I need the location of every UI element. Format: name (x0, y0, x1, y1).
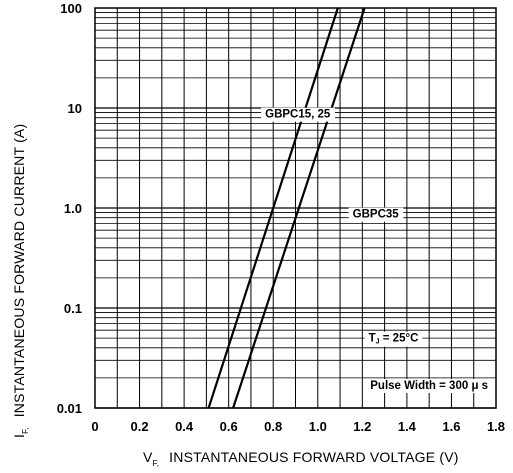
annotations: GBPC15, 25 GBPC35 TJ = 25°C Pulse Width = 3… (261, 107, 493, 393)
y-axis-label: IF,INSTANTANEOUS FORWARD CURRENT (A) (11, 124, 30, 438)
annotation-background (261, 107, 335, 122)
x-tick-label: 1.2 (353, 419, 371, 434)
plot-frame (94, 7, 497, 409)
annotation: GBPC35 (348, 207, 404, 222)
x-tick-label: 0 (91, 419, 98, 434)
annotation-background (366, 378, 493, 393)
x-tick-label: 0.6 (220, 419, 238, 434)
x-tick-label: 0.2 (131, 419, 149, 434)
x-tick-label: 1.4 (398, 419, 417, 434)
x-tick-label: 0.8 (264, 419, 282, 434)
x-tick-label: 0.4 (175, 419, 194, 434)
x-tick-label: 1.8 (487, 419, 505, 434)
x-axis-label: VF, INSTANTANEOUS FORWARD VOLTAGE (V) (143, 449, 459, 468)
x-tick-label: 1.0 (309, 419, 327, 434)
series-lines (207, 7, 366, 409)
annotation-background (348, 207, 404, 222)
y-tick-label: 0.01 (57, 401, 82, 416)
y-tick-label: 100 (60, 1, 82, 16)
grid (94, 8, 497, 409)
y-tick-label: 0.1 (64, 301, 82, 316)
series-line (207, 7, 339, 409)
y-tick-label: 1.0 (64, 201, 82, 216)
annotation: Pulse Width = 300 μ s (366, 378, 493, 393)
x-tick-labels: 0 0.2 0.4 0.6 0.8 1.0 1.2 1.4 1.6 1.8 (91, 419, 505, 434)
y-tick-labels: 0.01 0.1 1.0 10 100 (57, 1, 82, 416)
annotation: TJ = 25°C (364, 331, 423, 347)
annotation-label: GBPC15, 25 (265, 109, 331, 121)
series-line (232, 7, 366, 409)
annotation-label: TJ = 25°C (369, 333, 419, 346)
annotation-label: GBPC35 (353, 209, 400, 221)
annotation-label: Pulse Width = 300 μ s (370, 380, 488, 392)
x-tick-label: 1.6 (442, 419, 460, 434)
y-tick-label: 10 (68, 101, 82, 116)
annotation-background (364, 331, 423, 347)
annotation: GBPC15, 25 (261, 107, 335, 122)
